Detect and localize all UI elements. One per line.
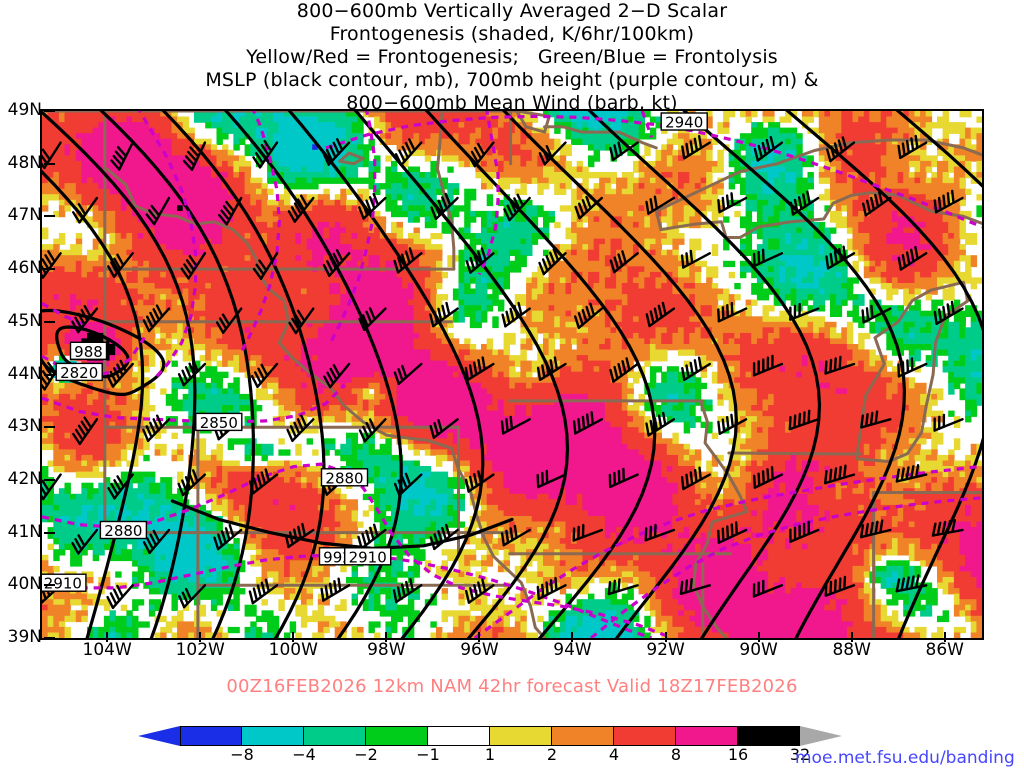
colorbar-tick-7: 8 bbox=[670, 745, 682, 764]
x-tick-90W: 90W bbox=[739, 640, 778, 660]
colorbar-over-arrow bbox=[800, 726, 842, 746]
x-tick-96W: 96W bbox=[460, 640, 499, 660]
source-watermark: moe.met.fsu.edu/banding bbox=[795, 748, 1015, 768]
colorbar-cells bbox=[180, 726, 800, 746]
colorbar-tick-4: 1 bbox=[484, 745, 496, 764]
y-tick-mark bbox=[44, 637, 55, 639]
y-tick-mark bbox=[44, 320, 55, 323]
colorbar-tick-9: 32 bbox=[789, 745, 811, 764]
state-borders bbox=[42, 111, 982, 638]
y-tick-42N: 42N bbox=[7, 468, 42, 489]
y-tick-mark bbox=[44, 584, 55, 587]
wind-barbs bbox=[42, 134, 964, 609]
y-tick-43N: 43N bbox=[7, 416, 42, 437]
svg-text:2910: 2910 bbox=[349, 548, 387, 566]
colorbar-cell-3 bbox=[366, 726, 428, 746]
x-tick-92W: 92W bbox=[646, 640, 685, 660]
x-tick-mark bbox=[385, 632, 388, 642]
colorbar-cell-7 bbox=[614, 726, 676, 746]
colorbar-tick-5: 2 bbox=[546, 745, 558, 764]
forecast-caption: 00Z16FEB2026 12km NAM 42hr forecast Vali… bbox=[226, 676, 798, 697]
colorbar-tick-0: −8 bbox=[230, 745, 254, 764]
y-tick-mark bbox=[44, 373, 55, 376]
colorbar-under-arrow bbox=[138, 726, 180, 746]
x-tick-104W: 104W bbox=[82, 640, 132, 660]
svg-text:2940: 2940 bbox=[665, 114, 703, 132]
colorbar-tick-6: 4 bbox=[608, 745, 620, 764]
y-tick-mark bbox=[44, 110, 55, 112]
colorbar-cell-0 bbox=[180, 726, 242, 746]
y-tick-46N: 46N bbox=[7, 258, 42, 279]
x-tick-mark bbox=[478, 632, 481, 642]
y-tick-40N: 40N bbox=[7, 574, 42, 595]
colorbar-cell-4 bbox=[428, 726, 490, 746]
title-line-3: Yellow/Red = Frontogenesis; Green/Blue =… bbox=[246, 46, 778, 68]
colorbar: −8 −4 −2 −1 1 2 4 8 16 32 bbox=[138, 726, 842, 763]
y-tick-mark bbox=[44, 426, 55, 429]
y-tick-mark bbox=[44, 268, 55, 271]
colorbar-tick-1: −4 bbox=[292, 745, 316, 764]
colorbar-cell-8 bbox=[676, 726, 738, 746]
y-tick-49N: 49N bbox=[7, 100, 42, 120]
title-line-2: Frontogenesis (shaded, K/6hr/100km) bbox=[329, 23, 695, 45]
colorbar-cell-2 bbox=[304, 726, 366, 746]
x-tick-mark bbox=[943, 632, 946, 642]
x-tick-mark bbox=[199, 632, 202, 642]
y-tick-39N: 39N bbox=[7, 627, 42, 647]
title-line-1: 800−600mb Vertically Averaged 2−D Scalar bbox=[296, 0, 728, 22]
y-tick-45N: 45N bbox=[7, 310, 42, 331]
title-line-5: 800−600mb Mean Wind (barb, kt) bbox=[346, 92, 678, 114]
svg-text:2820: 2820 bbox=[60, 364, 98, 382]
x-tick-94W: 94W bbox=[553, 640, 592, 660]
svg-text:988: 988 bbox=[74, 343, 103, 361]
x-tick-100W: 100W bbox=[268, 640, 318, 660]
colorbar-cell-5 bbox=[490, 726, 552, 746]
x-tick-98W: 98W bbox=[367, 640, 406, 660]
svg-text:2910: 2910 bbox=[44, 575, 82, 593]
svg-text:2850: 2850 bbox=[200, 414, 238, 432]
colorbar-tick-8: 16 bbox=[727, 745, 749, 764]
x-tick-mark bbox=[664, 632, 667, 642]
y-tick-mark bbox=[44, 162, 55, 165]
y-tick-mark bbox=[44, 478, 55, 481]
colorbar-cell-1 bbox=[242, 726, 304, 746]
x-tick-mark bbox=[757, 632, 760, 642]
y-tick-47N: 47N bbox=[7, 205, 42, 226]
y-tick-mark bbox=[44, 531, 55, 534]
x-tick-88W: 88W bbox=[832, 640, 871, 660]
x-tick-mark bbox=[571, 632, 574, 642]
map-plot-area: 988 992 2820 2850 2880 2880 2910 2910 2940 bbox=[40, 109, 984, 640]
svg-text:2880: 2880 bbox=[104, 522, 142, 540]
y-tick-48N: 48N bbox=[7, 152, 42, 173]
y-tick-41N: 41N bbox=[7, 521, 42, 542]
svg-text:2880: 2880 bbox=[325, 469, 363, 487]
colorbar-cell-6 bbox=[552, 726, 614, 746]
x-tick-mark bbox=[850, 632, 853, 642]
colorbar-cell-9 bbox=[738, 726, 800, 746]
x-tick-86W: 86W bbox=[925, 640, 964, 660]
mslp-contours bbox=[42, 111, 982, 638]
x-tick-mark bbox=[106, 632, 109, 642]
y-tick-mark bbox=[44, 215, 55, 218]
colorbar-tick-3: −1 bbox=[416, 745, 440, 764]
x-tick-mark bbox=[292, 632, 295, 642]
title-line-4: MSLP (black contour, mb), 700mb height (… bbox=[205, 69, 819, 91]
y-tick-44N: 44N bbox=[7, 363, 42, 384]
chart-title-block: 800−600mb Vertically Averaged 2−D Scalar… bbox=[0, 0, 1024, 115]
colorbar-tick-2: −2 bbox=[354, 745, 378, 764]
x-tick-102W: 102W bbox=[175, 640, 225, 660]
